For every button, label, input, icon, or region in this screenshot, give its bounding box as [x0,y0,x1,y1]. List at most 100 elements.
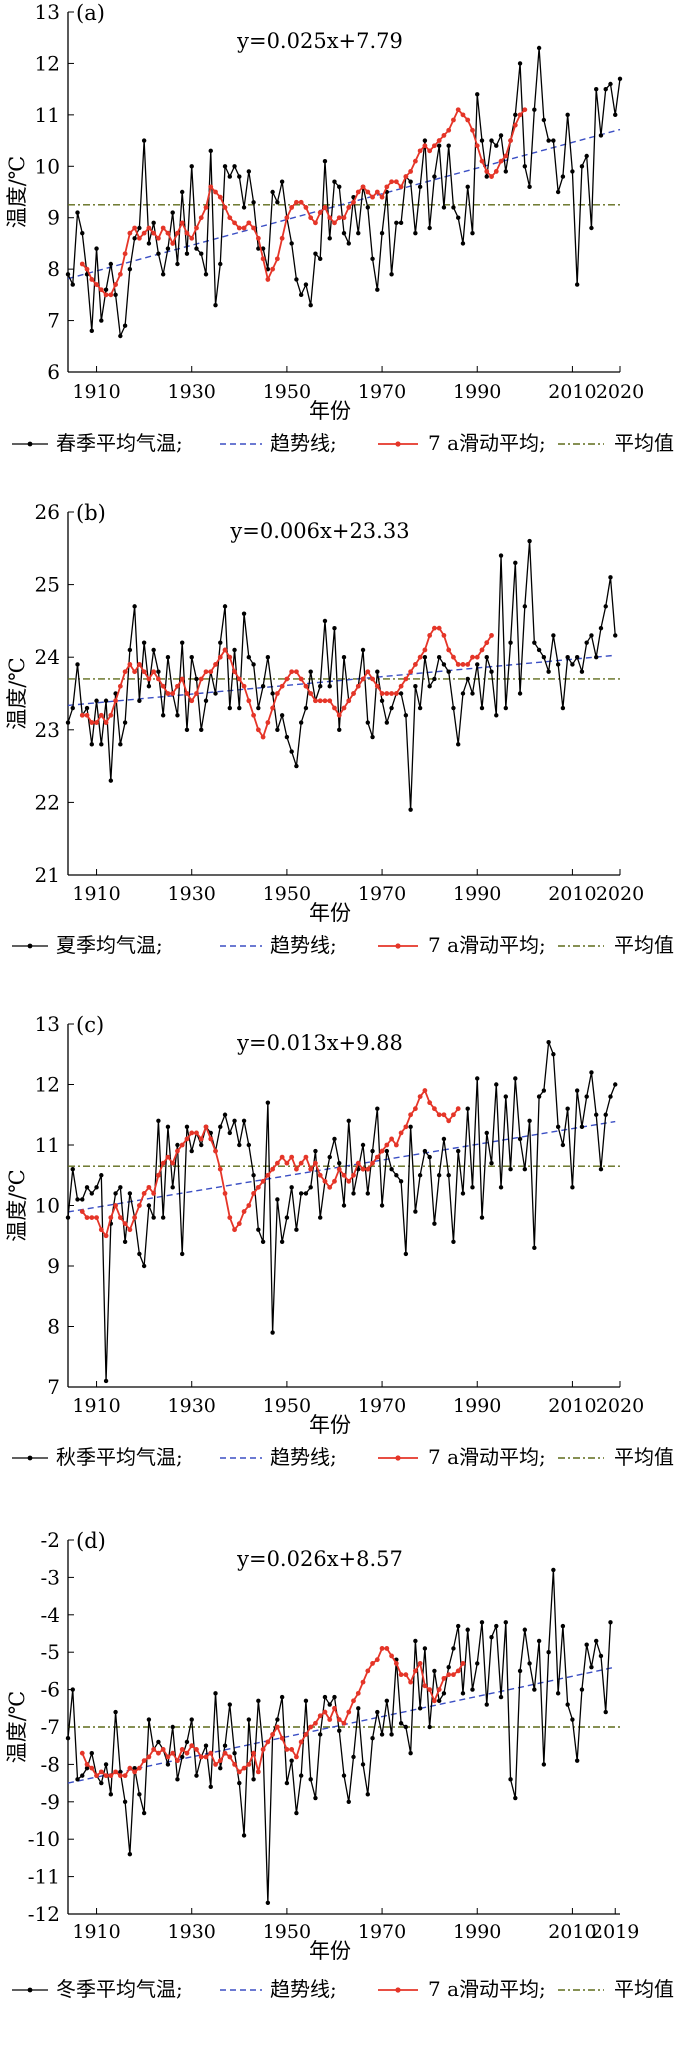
moving-average-point [336,1166,342,1172]
observed-point [99,318,104,323]
observed-point [408,179,413,184]
moving-average-point [398,1672,404,1678]
observed-point [436,1173,442,1178]
x-tick-label: 1970 [358,883,406,905]
observed-point [594,1112,599,1117]
moving-average-point [474,654,480,660]
observed-point [298,1191,304,1196]
observed-point [503,705,508,711]
observed-point [551,1567,556,1573]
moving-average-point [465,662,471,667]
moving-average-point [160,683,166,689]
moving-average-point [279,683,285,689]
observed-point [541,117,547,123]
moving-average-point [108,1773,114,1779]
moving-average-point [317,1713,323,1719]
observed-point [370,734,375,740]
moving-average-point [274,1724,280,1730]
moving-average-point [455,1106,461,1112]
observed-point [389,1732,394,1737]
moving-average-point [203,1124,209,1130]
y-tick-label: -4 [41,1603,60,1627]
moving-average-point [94,1215,99,1220]
observed-point [608,1620,613,1625]
moving-average-point [246,1762,252,1767]
moving-average-point [165,230,171,236]
observed-point [484,1130,489,1136]
moving-average-point [355,1690,361,1696]
moving-average-point [451,1112,456,1118]
observed-point [560,174,566,179]
y-tick-label: 11 [35,1133,60,1157]
observed-point [160,713,166,718]
observed-point [436,1698,442,1704]
y-tick-label: -7 [41,1715,60,1739]
moving-average-point [194,1130,199,1136]
observed-point [227,1130,232,1136]
observed-point [184,1124,190,1130]
observed-point [536,1094,542,1099]
trend-line [67,654,616,707]
moving-average-point [294,1754,299,1760]
y-tick-label: 8 [47,257,60,281]
moving-average-point [370,1160,375,1166]
observed-point [508,1777,513,1782]
moving-average-point [84,1762,90,1767]
observed-point [513,1795,518,1801]
observed-point [275,1197,280,1202]
observed-point [337,184,342,190]
moving-average-point [298,1739,304,1745]
moving-average-point [484,169,490,174]
observed-point [246,655,252,660]
observed-point [498,1694,504,1700]
moving-average-point [265,720,271,725]
observed-point [70,1167,75,1172]
observed-point [379,698,385,703]
observed-point [118,1769,123,1775]
observed-point [451,1646,456,1651]
moving-average-point [113,282,118,287]
x-tick-label: 1950 [263,381,311,403]
moving-average-point [208,1136,214,1142]
moving-average-point [308,691,314,696]
observed-point [403,713,409,718]
observed-point [617,76,623,82]
observed-point [265,1100,271,1105]
observed-point [494,713,499,718]
observed-point [375,1709,380,1715]
moving-average-point [384,1646,390,1651]
moving-average-point [393,1661,399,1666]
x-tick-label: 1970 [358,1395,406,1417]
observed-point [365,720,370,725]
observed-point [127,647,133,653]
observed-point [294,763,299,769]
observed-point [251,662,256,667]
observed-point [127,266,133,272]
observed-point [132,604,137,609]
moving-average-point [432,1698,437,1704]
moving-average-point [270,1166,276,1172]
moving-average-point [303,205,309,210]
moving-average-point [189,698,195,704]
moving-average-point [412,1668,418,1674]
observed-point [598,625,604,631]
moving-average-point [175,683,180,689]
observed-point [579,669,585,674]
legend: 冬季平均气温; 趋势线; 7 a滑动平均; 平均值 [12,1977,674,2001]
moving-average-point [317,210,323,215]
observed-point [517,691,523,696]
moving-average-point [398,1130,404,1136]
observed-point [436,143,442,148]
moving-average-point [213,1148,218,1154]
observed-point [170,1185,175,1190]
observed-point [89,742,94,747]
moving-average-point [98,287,104,293]
observed-point [584,1642,589,1647]
observed-point [413,684,418,689]
observed-point [536,647,542,653]
observed-point [555,189,561,195]
moving-average-point [146,1754,152,1760]
x-tick-label: 1910 [72,1395,120,1417]
moving-average-point [270,266,276,272]
